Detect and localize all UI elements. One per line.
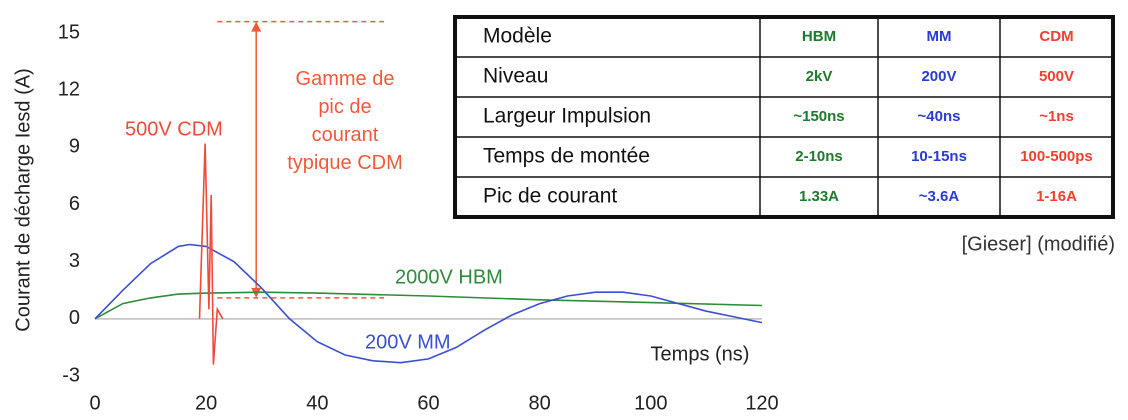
table-cell: 10-15ns (911, 148, 967, 165)
table-cell: 100-500ps (1020, 148, 1093, 165)
table-cell: Temps de montée (483, 145, 650, 168)
table-cell: 2kV (806, 68, 833, 85)
series-line (94, 243, 763, 364)
table-cell: Niveau (483, 65, 548, 88)
x-tick-label: 20 (195, 392, 217, 414)
table-cell: 1.33A (799, 188, 839, 205)
series-line (94, 291, 763, 320)
series-label: 2000V HBM (395, 266, 503, 288)
y-tick-label: -3 (62, 364, 80, 386)
y-tick-label: 9 (69, 136, 80, 158)
table-cell: Modèle (483, 25, 552, 48)
x-tick-label: 120 (745, 392, 778, 414)
x-tick-label: 60 (417, 392, 439, 414)
y-tick-label: 3 (69, 250, 80, 272)
table-cell: ~40ns (918, 108, 961, 125)
table-cell: 500V (1039, 68, 1074, 85)
series-label: 500V CDM (125, 118, 223, 140)
table-cell: HBM (802, 28, 836, 45)
table-cell: 1-16A (1036, 188, 1077, 205)
y-tick-label: 12 (58, 78, 80, 100)
table-border (453, 15, 1115, 219)
y-tick-label: 0 (69, 307, 80, 329)
source: [Gieser] (modifié) (962, 233, 1115, 255)
x-tick-label: 40 (306, 392, 328, 414)
arrow-head (251, 21, 262, 32)
table-cell: Pic de courant (483, 185, 617, 208)
y-tick-label: 15 (58, 21, 80, 43)
table-cell: 2-10ns (795, 148, 843, 165)
series-line (198, 143, 224, 365)
x-tick-label: 0 (89, 392, 100, 414)
x-tick-label: 100 (634, 392, 667, 414)
table-cell: Largeur Impulsion (483, 105, 651, 128)
y-axis-label: Courant de décharge Iesd (A) (12, 68, 34, 332)
table-cell: ~3.6A (919, 188, 960, 205)
table-cell: ~1ns (1039, 108, 1074, 125)
x-axis-label: Temps (ns) (651, 343, 750, 365)
table-cell: MM (927, 28, 952, 45)
table-cell: ~150ns (793, 108, 844, 125)
table-cell: 200V (921, 68, 956, 85)
table-cell: CDM (1039, 28, 1073, 45)
annotation: Gamme de pic de courant typique CDM (287, 68, 403, 174)
series-label: 200V MM (365, 331, 451, 353)
y-tick-label: 6 (69, 193, 80, 215)
x-tick-label: 80 (529, 392, 551, 414)
